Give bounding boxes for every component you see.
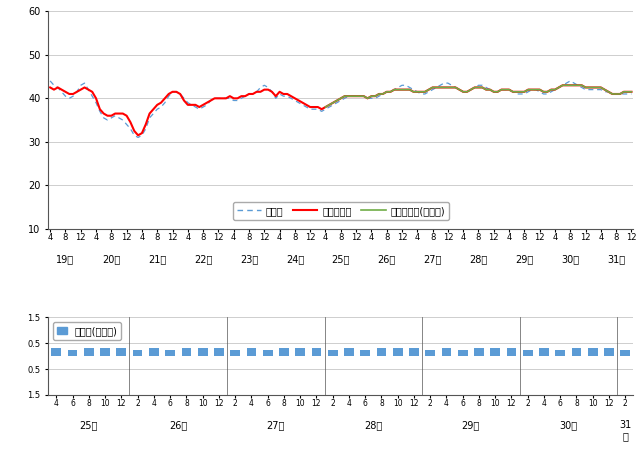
Text: 29年: 29年 bbox=[462, 420, 480, 430]
Bar bbox=[360, 350, 370, 356]
Bar bbox=[263, 350, 273, 356]
Bar bbox=[100, 348, 110, 356]
Bar bbox=[539, 348, 549, 356]
Bar bbox=[149, 348, 159, 356]
Bar bbox=[214, 348, 224, 356]
Bar bbox=[116, 348, 126, 356]
Bar bbox=[279, 348, 289, 356]
Bar bbox=[68, 350, 77, 356]
Text: 31年: 31年 bbox=[607, 254, 625, 264]
Text: 25年: 25年 bbox=[80, 420, 98, 430]
Bar bbox=[393, 348, 403, 356]
Text: 27年: 27年 bbox=[423, 254, 442, 264]
Text: 28年: 28年 bbox=[364, 420, 383, 430]
Bar bbox=[165, 350, 175, 356]
Bar bbox=[523, 350, 532, 356]
Text: 30年: 30年 bbox=[559, 420, 577, 430]
Bar bbox=[311, 348, 322, 356]
Bar bbox=[181, 348, 191, 356]
Bar bbox=[491, 348, 500, 356]
Bar bbox=[458, 350, 467, 356]
Text: 21年: 21年 bbox=[148, 254, 167, 264]
Bar bbox=[556, 350, 565, 356]
Bar bbox=[84, 348, 94, 356]
Text: 19年: 19年 bbox=[57, 254, 75, 264]
Text: 27年: 27年 bbox=[267, 420, 285, 430]
Legend: 新旧差(新－旧): 新旧差(新－旧) bbox=[53, 322, 122, 340]
Bar bbox=[442, 348, 451, 356]
Bar bbox=[246, 348, 257, 356]
Bar bbox=[588, 348, 597, 356]
Bar bbox=[132, 350, 143, 356]
Bar bbox=[474, 348, 484, 356]
Bar bbox=[425, 350, 435, 356]
Bar bbox=[572, 348, 581, 356]
Text: 23年: 23年 bbox=[240, 254, 258, 264]
Text: 30年: 30年 bbox=[561, 254, 579, 264]
Legend: 原系列, 季節調整値, 季節調整値(改訂前): 原系列, 季節調整値, 季節調整値(改訂前) bbox=[233, 202, 449, 220]
Bar bbox=[377, 348, 386, 356]
Bar bbox=[620, 350, 630, 356]
Bar bbox=[604, 348, 614, 356]
Text: 26年: 26年 bbox=[169, 420, 187, 430]
Text: 26年: 26年 bbox=[377, 254, 396, 264]
Text: 31
年: 31 年 bbox=[619, 420, 631, 442]
Bar bbox=[507, 348, 516, 356]
Bar bbox=[409, 348, 419, 356]
Text: 28年: 28年 bbox=[469, 254, 487, 264]
Bar bbox=[344, 348, 354, 356]
Bar bbox=[295, 348, 305, 356]
Text: 25年: 25年 bbox=[332, 254, 350, 264]
Text: 22年: 22年 bbox=[194, 254, 212, 264]
Bar bbox=[328, 350, 338, 356]
Bar bbox=[51, 348, 61, 356]
Text: 24年: 24年 bbox=[285, 254, 304, 264]
Bar bbox=[198, 348, 208, 356]
Text: 20年: 20年 bbox=[102, 254, 120, 264]
Bar bbox=[230, 350, 240, 356]
Text: 29年: 29年 bbox=[515, 254, 534, 264]
